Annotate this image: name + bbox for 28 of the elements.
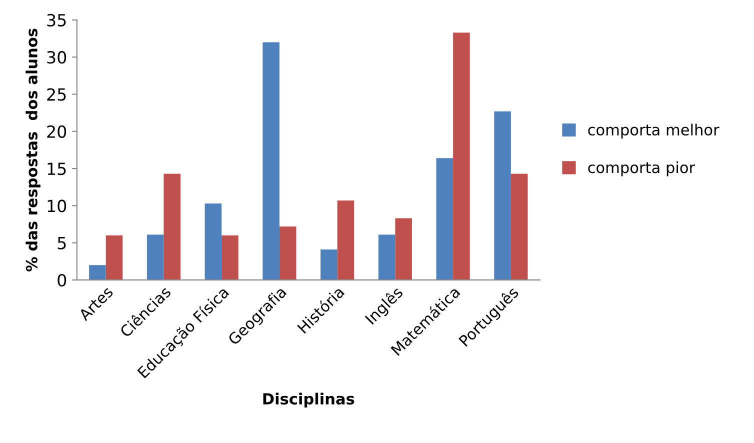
legend-label: comporta pior bbox=[588, 161, 696, 176]
y-tick-label: 5 bbox=[58, 237, 66, 250]
y-tick-label: 35 bbox=[47, 14, 66, 27]
bar bbox=[436, 158, 454, 280]
bar bbox=[320, 250, 338, 280]
bar bbox=[395, 218, 412, 280]
bar bbox=[89, 265, 106, 280]
y-tick-label: 0 bbox=[58, 274, 66, 287]
y-axis-title: % das respostas dos alunos bbox=[26, 28, 40, 272]
bar bbox=[262, 42, 280, 280]
y-tick-label: 20 bbox=[47, 125, 66, 138]
y-tick-label: 15 bbox=[48, 162, 66, 176]
bar bbox=[510, 174, 528, 280]
y-tick-label: 30 bbox=[47, 51, 66, 64]
bar bbox=[204, 203, 222, 280]
bar bbox=[164, 174, 180, 280]
bar bbox=[279, 226, 296, 280]
bar bbox=[222, 235, 238, 280]
bar bbox=[494, 111, 511, 280]
bar bbox=[378, 234, 396, 280]
y-tick-label: 10 bbox=[48, 200, 66, 212]
bar bbox=[453, 32, 470, 280]
x-axis-title: Disciplinas bbox=[263, 392, 354, 408]
bar bbox=[337, 200, 354, 280]
y-tick-label: 25 bbox=[47, 88, 66, 101]
bar bbox=[146, 234, 164, 280]
legend-label: comporta melhor bbox=[588, 124, 720, 138]
bar bbox=[106, 235, 123, 280]
